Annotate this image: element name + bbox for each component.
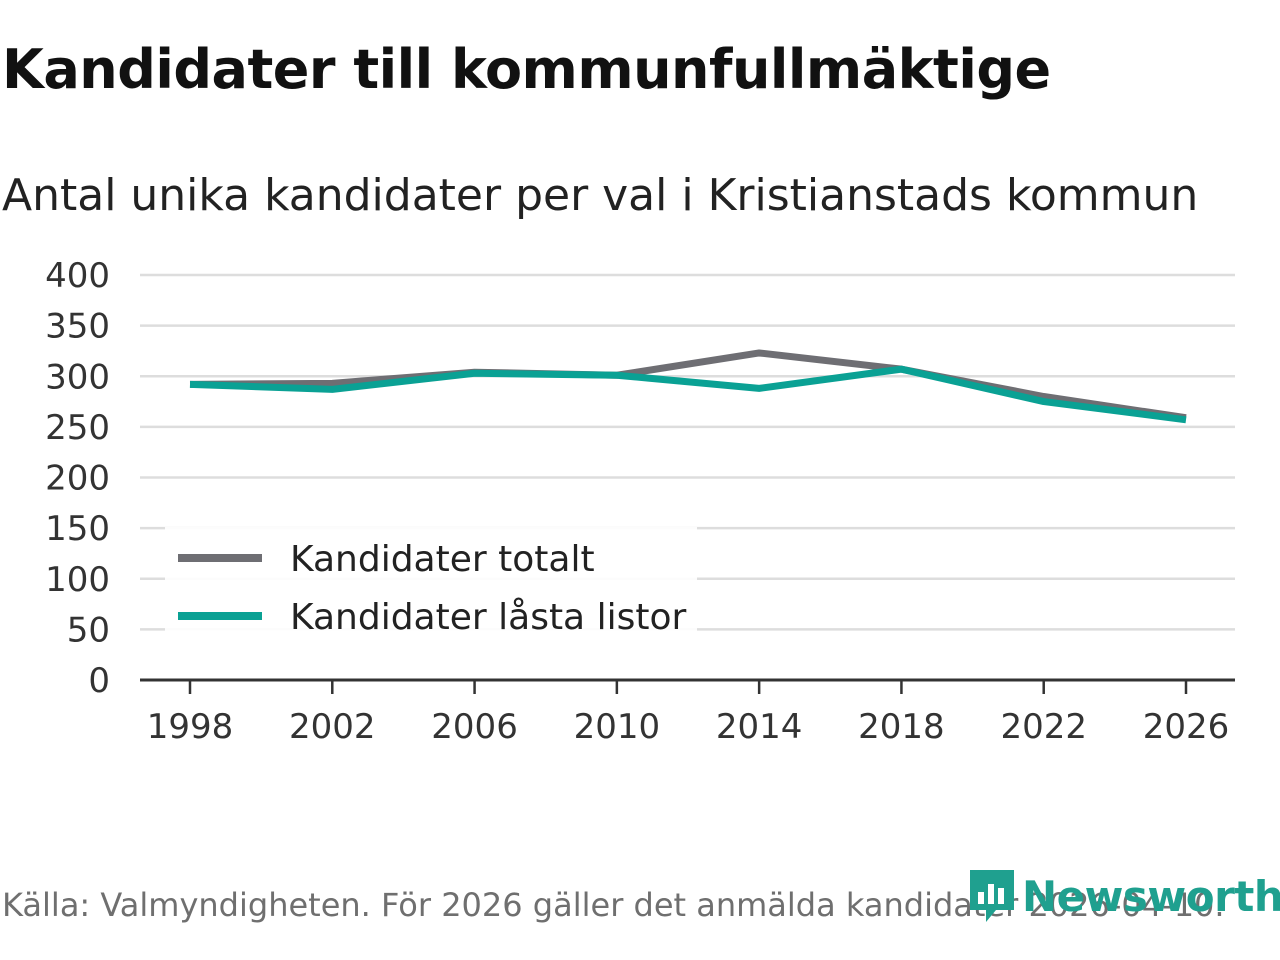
source-note: Källa: Valmyndigheten. För 2026 gäller d… — [2, 886, 1225, 924]
y-tick-label: 200 — [45, 459, 110, 499]
newsworthy-logo: Newsworthy — [966, 866, 1280, 926]
x-tick-label: 2014 — [716, 707, 803, 747]
legend: Kandidater totalt Kandidater låsta listor — [165, 527, 697, 638]
y-tick-label: 0 — [88, 661, 110, 701]
y-tick-label: 100 — [45, 560, 110, 600]
series-line-1 — [189, 349, 1187, 422]
y-tick-label: 250 — [45, 408, 110, 448]
newsworthy-logo-text: Newsworthy — [1022, 871, 1280, 921]
legend-label-1: Kandidater totalt — [290, 539, 595, 580]
x-tick-label: 2018 — [858, 707, 945, 747]
y-tick-label: 400 — [45, 256, 110, 296]
x-tick-label: 2010 — [574, 707, 661, 747]
series-lines — [189, 349, 1187, 424]
x-tick-label: 2006 — [431, 707, 518, 747]
x-tick-label: 2002 — [289, 707, 376, 747]
y-tick-label: 300 — [45, 357, 110, 397]
x-axis: 1998 2002 2006 2010 2014 2018 2022 2026 — [140, 678, 1235, 747]
x-tick-label: 1998 — [147, 707, 234, 747]
y-axis: 0 50 100 150 200 250 300 350 400 — [45, 256, 110, 701]
chart-subtitle: Antal unika kandidater per val i Kristia… — [2, 170, 1199, 221]
y-tick-label: 50 — [67, 610, 110, 650]
newsworthy-logo-icon — [970, 870, 1014, 922]
legend-label-2: Kandidater låsta listor — [290, 597, 686, 638]
y-tick-label: 150 — [45, 509, 110, 549]
x-tick-label: 2022 — [1000, 707, 1087, 747]
chart-title: Kandidater till kommunfullmäktige — [2, 38, 1051, 101]
x-tick-label: 2026 — [1143, 707, 1230, 747]
y-tick-label: 350 — [45, 307, 110, 347]
series-line-2 — [189, 365, 1187, 424]
line-chart: 0 50 100 150 200 250 300 350 400 1998 2002 2006 201… — [45, 256, 1235, 747]
